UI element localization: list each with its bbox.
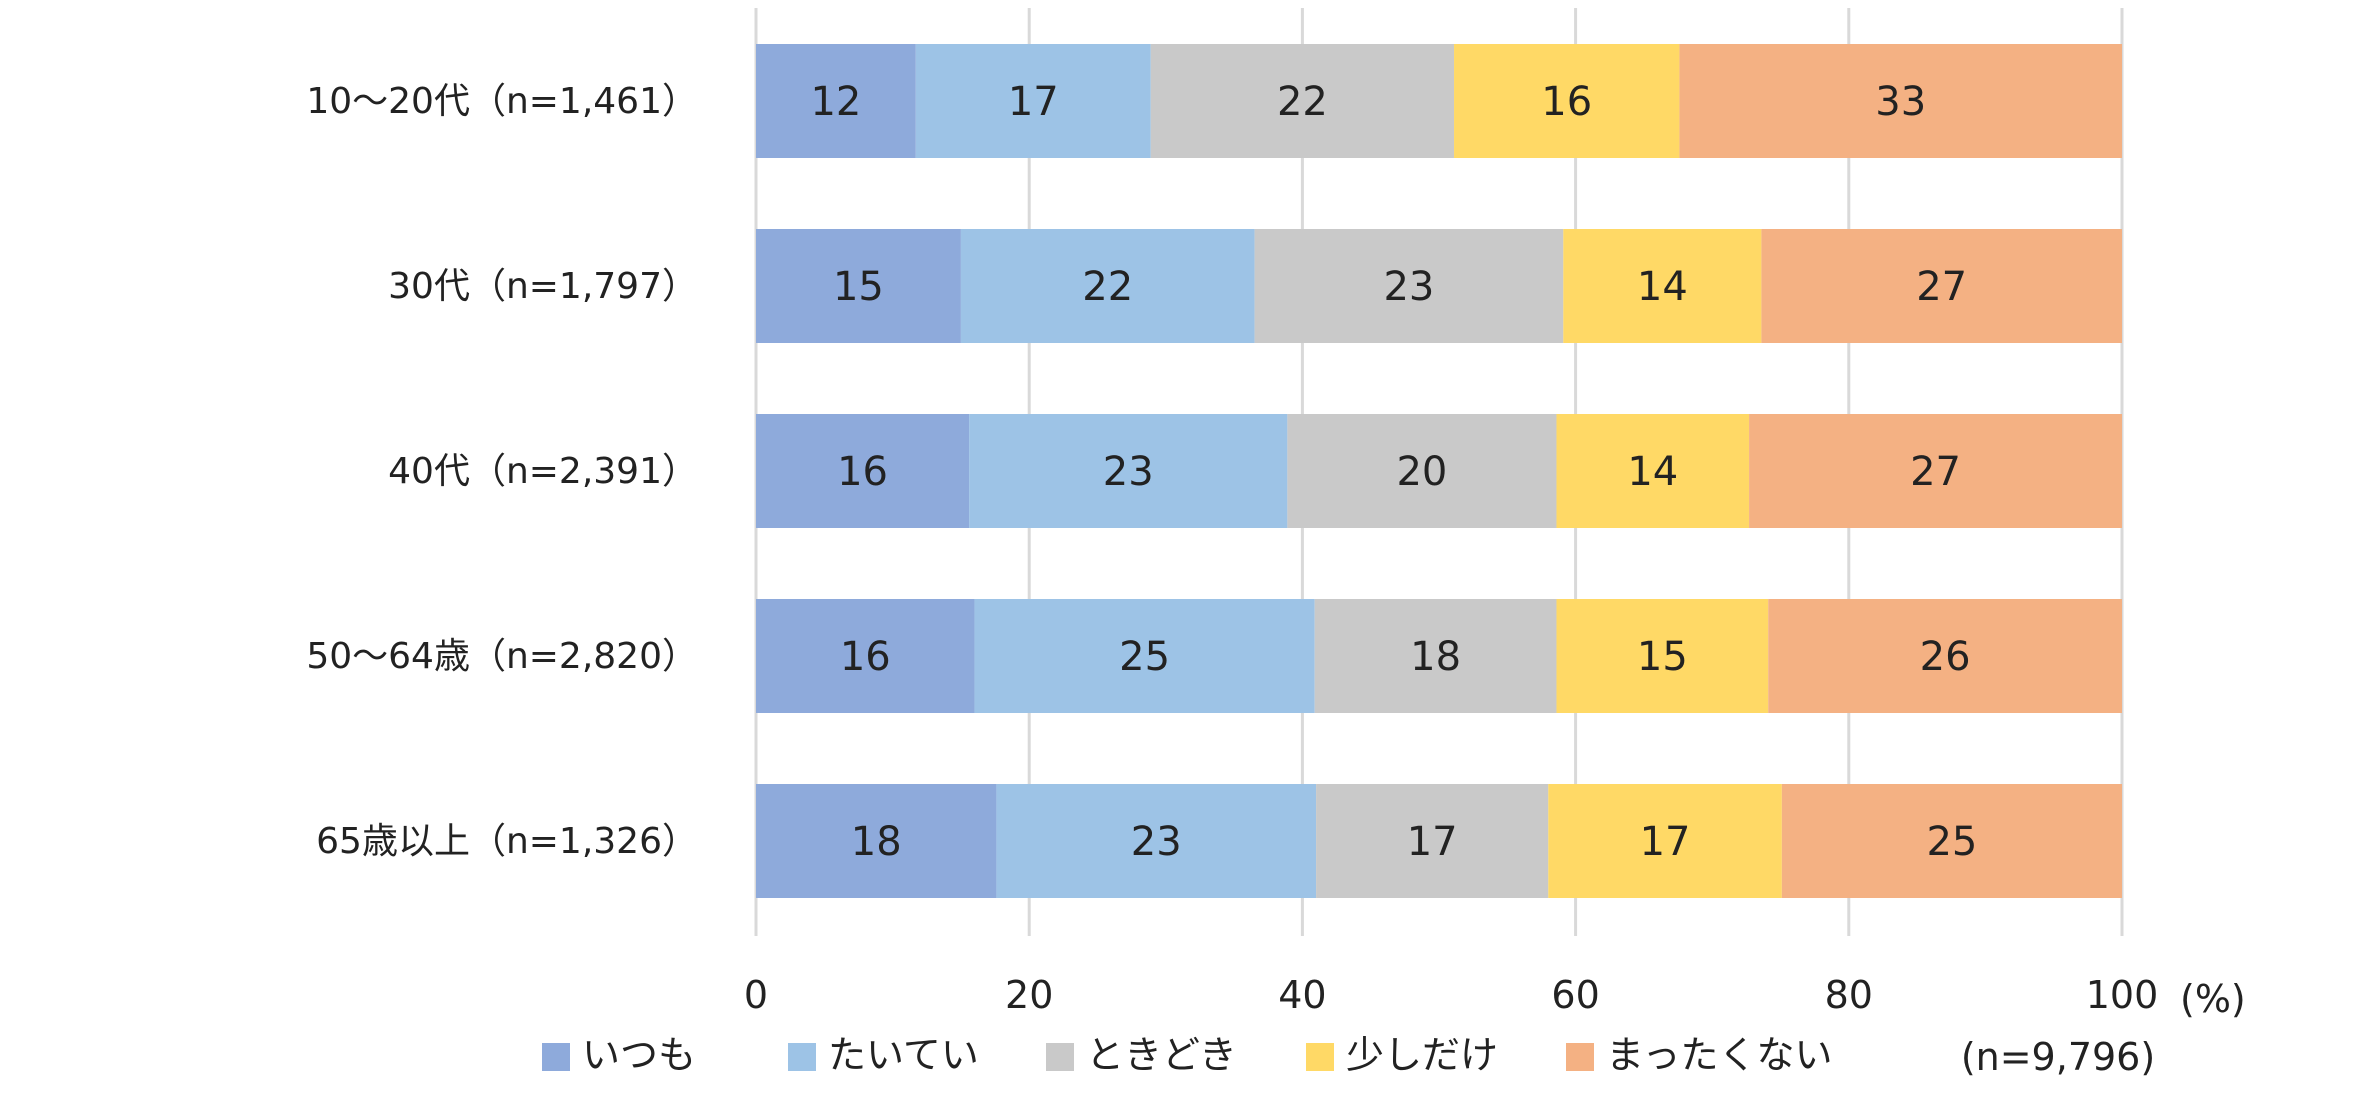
bar-value-label: 12	[810, 79, 861, 125]
bar-value-label: 17	[1640, 819, 1691, 865]
bar-segment	[756, 599, 975, 713]
bar-value-label: 18	[851, 819, 902, 865]
x-tick-label: 80	[1825, 973, 1873, 1017]
x-axis-tick-labels: 0 20 40 60 80 100	[744, 973, 2158, 1017]
bar-segment	[1749, 414, 2122, 528]
bar-value-label: 23	[1383, 264, 1434, 310]
category-label: 40代（n=2,391）	[388, 451, 698, 492]
bar-value-label: 16	[840, 634, 891, 680]
bar-value-label: 17	[1008, 79, 1059, 125]
bar-segment	[1454, 44, 1680, 158]
x-tick-label: 20	[1005, 973, 1053, 1017]
bar-value-label: 27	[1916, 264, 1967, 310]
bar-value-label: 27	[1910, 449, 1961, 495]
bar-segment	[1287, 414, 1557, 528]
category-label: 30代（n=1,797）	[388, 266, 698, 307]
x-tick-label: 100	[2086, 973, 2159, 1017]
category-label: 50～64歳（n=2,820）	[306, 636, 698, 677]
bar-segment	[1150, 44, 1455, 158]
bar-value-label: 23	[1103, 449, 1154, 495]
category-label: 65歳以上（n=1,326）	[316, 821, 698, 862]
bar-segment	[1679, 44, 2122, 158]
bar-segment	[1563, 229, 1762, 343]
legend-swatch	[1306, 1043, 1334, 1071]
bar-segment	[1254, 229, 1564, 343]
category-labels: 10～20代（n=1,461） 30代（n=1,797） 40代（n=2,391） 5…	[306, 81, 698, 862]
bar-value-label: 14	[1627, 449, 1678, 495]
legend-swatch	[1046, 1043, 1074, 1071]
bar-value-label: 22	[1082, 264, 1133, 310]
bar-segment	[974, 599, 1315, 713]
bar-value-label: 16	[837, 449, 888, 495]
x-axis-unit-label: (%)	[2180, 977, 2246, 1021]
x-tick-label: 60	[1551, 973, 1599, 1017]
x-tick-label: 40	[1278, 973, 1326, 1017]
bar-segment	[756, 784, 997, 898]
bar-segment	[996, 784, 1317, 898]
bar-segment	[1781, 784, 2122, 898]
bar-segment	[1761, 229, 2122, 343]
bar-value-label: 16	[1541, 79, 1592, 125]
legend: いつも たいてい ときどき 少しだけ まったくない	[542, 1033, 1832, 1077]
bar-value-label: 22	[1277, 79, 1328, 125]
bar-segment	[960, 229, 1255, 343]
bar-value-label: 17	[1407, 819, 1458, 865]
legend-label: ときどき	[1086, 1033, 1237, 1077]
legend-label: いつも	[582, 1033, 696, 1077]
bar-value-label: 15	[1637, 634, 1688, 680]
bar-value-label: 25	[1926, 819, 1977, 865]
bar-segment	[756, 44, 916, 158]
bar-segment	[1316, 784, 1549, 898]
bar-segment	[756, 414, 970, 528]
bar-segment	[969, 414, 1288, 528]
bar-segment	[915, 44, 1151, 158]
legend-swatch	[542, 1043, 570, 1071]
legend-label: たいてい	[828, 1033, 979, 1077]
bar-segment	[1548, 784, 1782, 898]
x-tick-label: 0	[744, 973, 768, 1017]
bar-value-label: 20	[1396, 449, 1447, 495]
bar-value-label: 23	[1131, 819, 1182, 865]
bar-value-label: 26	[1920, 634, 1971, 680]
legend-swatch	[1566, 1043, 1594, 1071]
total-sample-note: (n=9,796)	[1961, 1035, 2155, 1079]
bar-value-label: 14	[1637, 264, 1688, 310]
bar-value-label: 25	[1119, 634, 1170, 680]
bar-segment	[1556, 414, 1750, 528]
bar-segment	[1556, 599, 1769, 713]
bar-value-label: 18	[1410, 634, 1461, 680]
bar-segment	[1314, 599, 1557, 713]
legend-label: 少しだけ	[1346, 1033, 1498, 1077]
bar-segment	[756, 229, 961, 343]
category-label: 10～20代（n=1,461）	[306, 81, 698, 122]
legend-label: まったくない	[1606, 1033, 1832, 1077]
bars: 12 17 22 16 33 15 22 23 14 27 16 23 20 14 27 16 25 18 15 26…	[756, 44, 2122, 898]
bar-value-label: 15	[833, 264, 884, 310]
legend-swatch	[788, 1043, 816, 1071]
bar-segment	[1768, 599, 2122, 713]
bar-value-label: 33	[1875, 79, 1926, 125]
